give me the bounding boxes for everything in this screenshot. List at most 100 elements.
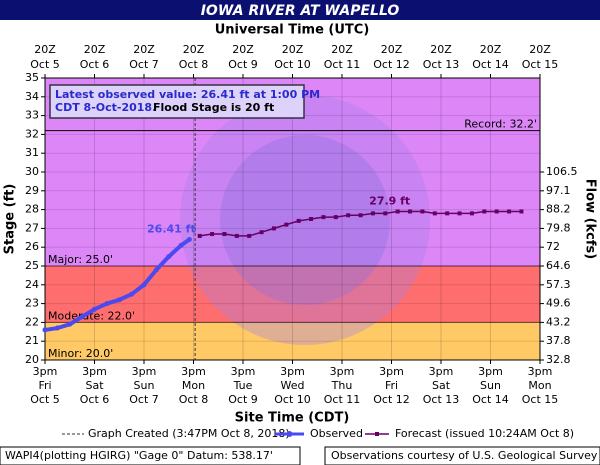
y2-axis-label: Flow (kcfs)	[583, 179, 598, 259]
info-text: CDT 8-Oct-2018.	[55, 101, 156, 114]
legend-icon	[286, 431, 293, 437]
y-tick-label: 25	[25, 259, 39, 272]
x-tick-label: 3pm	[478, 365, 503, 378]
x2-tick-label: Oct 10	[274, 58, 311, 71]
x2-tick-label: 20Z	[84, 43, 106, 56]
x-tick-label: Oct 6	[80, 393, 110, 406]
info-box	[49, 84, 305, 119]
y-tick-label: 30	[25, 165, 39, 178]
y2-tick-label: 37.8	[546, 334, 571, 347]
point	[482, 209, 487, 214]
x2-tick-label: Oct 14	[472, 58, 509, 71]
x2-tick-label: Oct 8	[179, 58, 209, 71]
x2-tick-label: 20Z	[232, 43, 254, 56]
point	[197, 233, 202, 238]
legend-label: Forecast (issued 10:24AM Oct 8)	[395, 427, 574, 440]
x-tick-label: Oct 7	[129, 393, 159, 406]
point	[408, 209, 413, 214]
x-tick-label: Oct 12	[373, 393, 410, 406]
point	[42, 327, 48, 333]
level-label: Moderate: 22.0'	[48, 309, 135, 322]
x-tick-label: Tue	[233, 379, 253, 392]
point	[104, 301, 110, 307]
legend-created: Graph Created (3:47PM Oct 8, 2018)	[88, 427, 290, 440]
point	[494, 209, 499, 214]
y-tick-label: 24	[25, 278, 39, 291]
peak-label: 26.41 ft	[147, 222, 196, 235]
top-axis-label: Universal Time (UTC)	[215, 23, 370, 38]
footer-box	[324, 446, 600, 465]
x-tick-label: Fri	[38, 379, 51, 392]
y-tick-label: 22	[25, 315, 39, 328]
x2-tick-label: Oct 9	[228, 58, 258, 71]
x-tick-label: 3pm	[181, 365, 206, 378]
record-label: Record: 32.2'	[464, 118, 537, 131]
y2-tick-label: 57.3	[546, 278, 571, 291]
x2-tick-label: Oct 11	[324, 58, 361, 71]
level-label: Minor: 20.0'	[48, 347, 113, 360]
y-tick-label: 21	[25, 334, 39, 347]
x-tick-label: Thu	[331, 379, 353, 392]
point	[321, 215, 326, 220]
point	[178, 242, 184, 248]
point	[166, 254, 172, 260]
point	[469, 211, 474, 216]
plot-area: Minor: 20.0' Moderate: 22.0' Major: 25.0' R…	[44, 77, 541, 361]
x-tick-label: Oct 5	[30, 393, 60, 406]
y2-tick-label: 106.5	[546, 165, 578, 178]
x2-tick-label: 20Z	[331, 43, 353, 56]
x2-tick-label: Oct 6	[80, 58, 110, 71]
point	[153, 267, 159, 273]
footer-left: WAPI4(plotting HGIRG) "Gage 0" Datum: 53…	[5, 449, 273, 462]
x-tick-label: Oct 13	[423, 393, 460, 406]
peak-label: 27.9 ft	[369, 194, 410, 207]
point	[420, 209, 425, 214]
point	[67, 321, 73, 327]
point	[309, 217, 314, 221]
x-axis-label: Site Time (CDT)	[235, 411, 350, 426]
x-tick-label: 3pm	[33, 365, 58, 378]
point	[92, 306, 97, 312]
x-tick-label: 3pm	[379, 365, 404, 378]
legend-label: Observed	[310, 427, 363, 440]
y-tick-label: 20	[25, 353, 39, 366]
x-tick-label: Sun	[480, 379, 501, 392]
chart-title: IOWA RIVER AT WAPELLO	[201, 3, 400, 19]
point	[271, 226, 276, 231]
x-tick-label: Sun	[134, 379, 155, 392]
point	[346, 213, 351, 218]
x-tick-label: Mon	[182, 379, 205, 392]
x-tick-label: 3pm	[280, 365, 305, 378]
x-tick-label: 3pm	[231, 365, 256, 378]
x2-tick-label: Oct 13	[423, 58, 460, 71]
level-label: Major: 25.0'	[48, 253, 113, 266]
x2-tick-label: Oct 7	[129, 58, 159, 71]
footer-right: Observations courtesy of U.S. Geological…	[331, 449, 598, 462]
x2-tick-label: 20Z	[480, 43, 502, 56]
x2-tick-label: 20Z	[529, 43, 551, 56]
point	[519, 209, 524, 214]
y2-tick-label: 64.6	[546, 259, 571, 272]
x-tick-label: 3pm	[429, 365, 454, 378]
y-tick-label: 32	[25, 127, 39, 140]
point	[234, 233, 239, 238]
y-tick-label: 23	[25, 297, 39, 310]
x-tick-label: 3pm	[82, 365, 107, 378]
x-tick-label: 3pm	[132, 365, 157, 378]
x2-tick-label: 20Z	[282, 43, 304, 56]
y2-tick-label: 49.6	[546, 297, 571, 310]
point	[358, 213, 363, 218]
x2-tick-label: Oct 15	[522, 58, 559, 71]
point	[432, 211, 437, 216]
point	[247, 233, 252, 238]
x-tick-label: 3pm	[330, 365, 355, 378]
flood-band	[45, 322, 540, 360]
y2-tick-label: 72	[546, 240, 560, 253]
x-tick-label: Oct 11	[324, 393, 361, 406]
x2-tick-label: 20Z	[133, 43, 155, 56]
point	[141, 282, 147, 288]
x-tick-label: Sat	[432, 379, 451, 392]
point	[333, 215, 338, 220]
y2-tick-label: 97.1	[546, 184, 571, 197]
x-tick-label: Fri	[385, 379, 398, 392]
